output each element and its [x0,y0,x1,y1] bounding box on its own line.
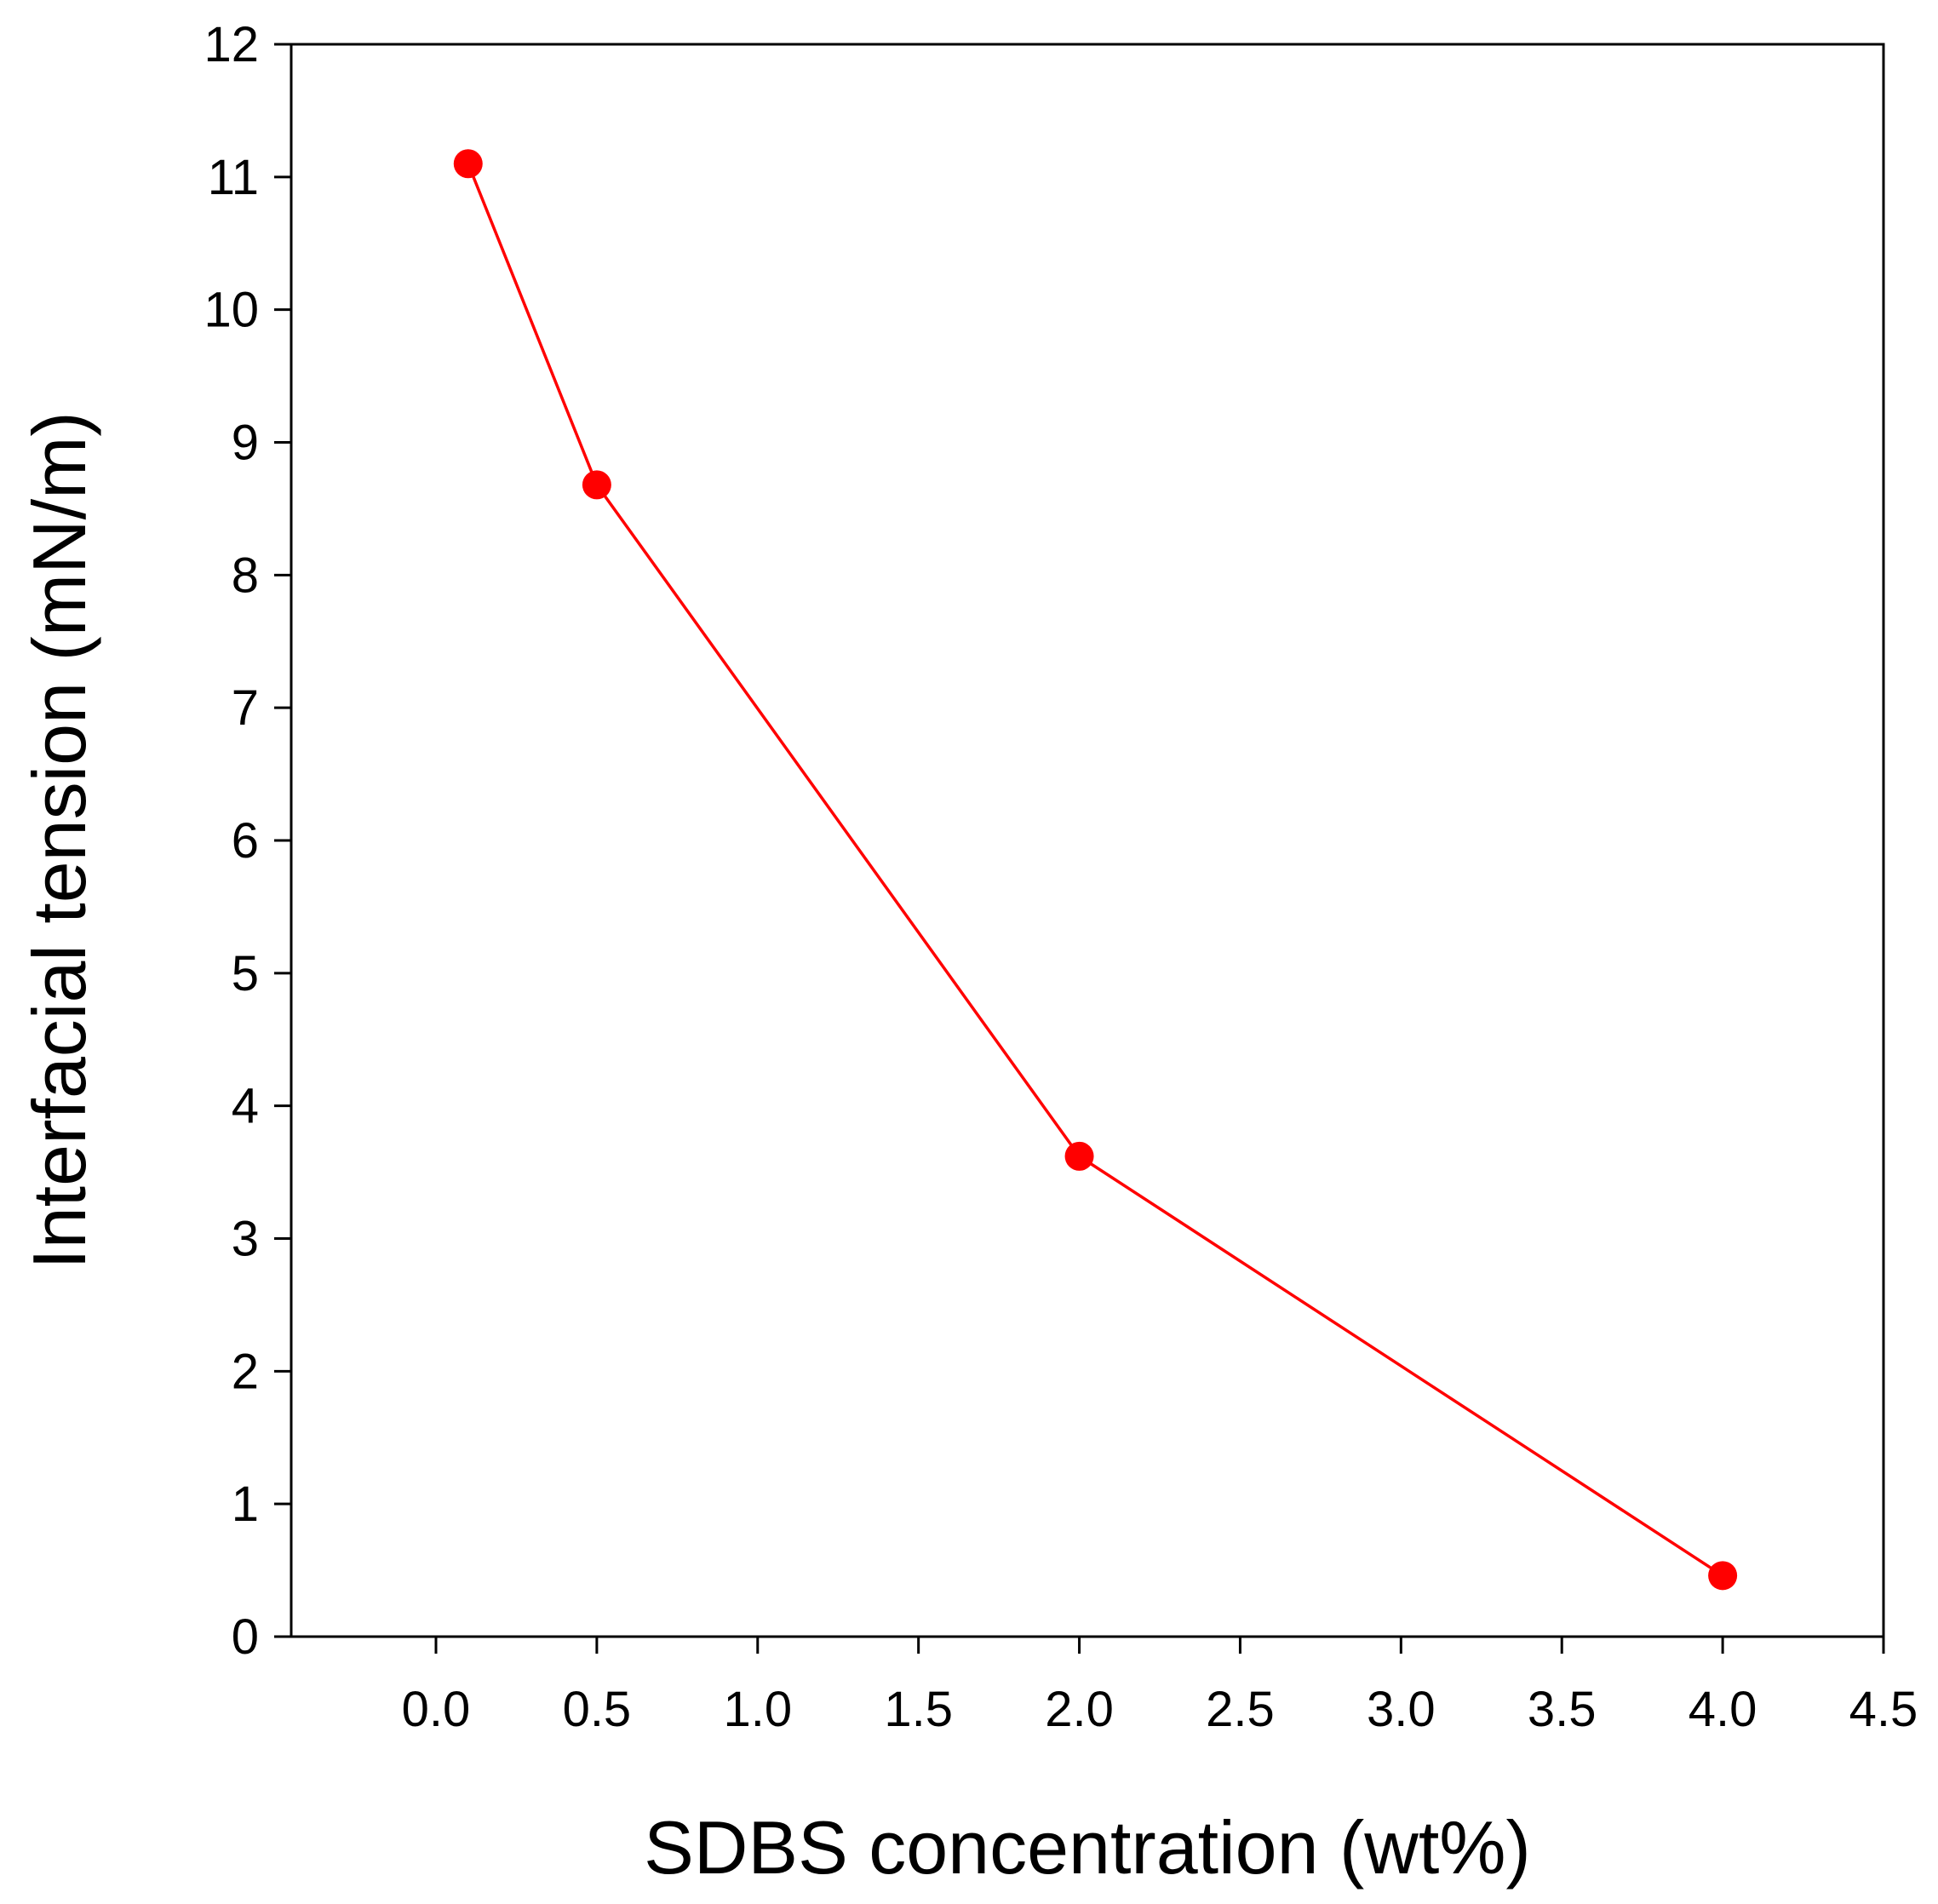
y-tick-label: 0 [232,1609,259,1665]
y-tick-label: 6 [232,813,259,869]
data-point [1064,1141,1094,1171]
y-tick-label: 9 [232,416,259,471]
x-tick-label: 1.5 [884,1682,953,1737]
x-axis-title: SDBS concentration (wt%) [644,1805,1531,1890]
x-tick-label: 4.0 [1689,1682,1757,1737]
y-tick-label: 2 [232,1344,259,1399]
y-tick-label: 4 [232,1079,259,1134]
data-point [582,470,611,500]
x-tick-label: 1.0 [723,1682,792,1737]
y-tick-label: 11 [208,150,259,205]
x-tick-label: 4.5 [1849,1682,1918,1737]
y-tick-label: 10 [204,283,259,338]
y-tick-label: 7 [232,680,259,736]
series-layer [453,149,1738,1591]
data-point [1708,1561,1738,1591]
y-tick-label: 8 [232,548,259,603]
x-tick-label: 2.0 [1045,1682,1114,1737]
y-tick-label: 1 [232,1477,259,1532]
y-tick-label: 3 [232,1212,259,1267]
series-line [467,163,1724,1577]
x-tick-label: 3.0 [1367,1682,1436,1737]
plot-frame [290,43,1885,1638]
x-tick-label: 3.5 [1528,1682,1597,1737]
y-axis-title: Interfacial tension (mN/m) [17,411,101,1269]
data-point [453,149,483,179]
x-tick-label: 0.0 [402,1682,471,1737]
y-tick-label: 12 [204,17,259,72]
y-tick-label: 5 [232,946,259,1001]
x-tick-label: 0.5 [563,1682,632,1737]
x-tick-label: 2.5 [1206,1682,1275,1737]
